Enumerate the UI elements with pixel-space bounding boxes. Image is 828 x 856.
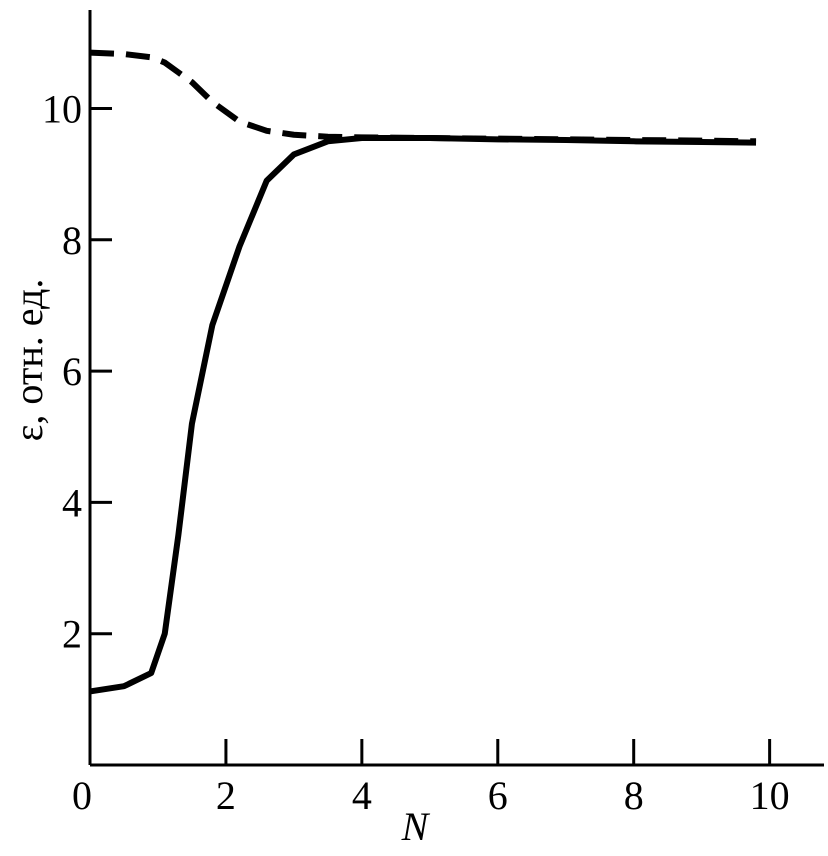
y-tick-label: 6 bbox=[62, 349, 82, 394]
x-tick-label: 0 bbox=[72, 773, 92, 818]
series-line bbox=[89, 49, 757, 145]
x-tick-label: 8 bbox=[624, 773, 644, 818]
x-tick-label: 10 bbox=[750, 773, 790, 818]
y-tick-label: 2 bbox=[62, 612, 82, 657]
x-tick-label: 6 bbox=[488, 773, 508, 818]
y-tick-label: 8 bbox=[62, 218, 82, 263]
series-line bbox=[89, 135, 757, 695]
x-tick-label: 2 bbox=[216, 773, 236, 818]
y-tick-label: 4 bbox=[62, 480, 82, 525]
y-tick-label: 10 bbox=[42, 86, 82, 131]
y-axis-label: ε, отн. ед. bbox=[6, 279, 51, 442]
x-axis-label: N bbox=[401, 804, 431, 849]
x-tick-label: 4 bbox=[352, 773, 372, 818]
